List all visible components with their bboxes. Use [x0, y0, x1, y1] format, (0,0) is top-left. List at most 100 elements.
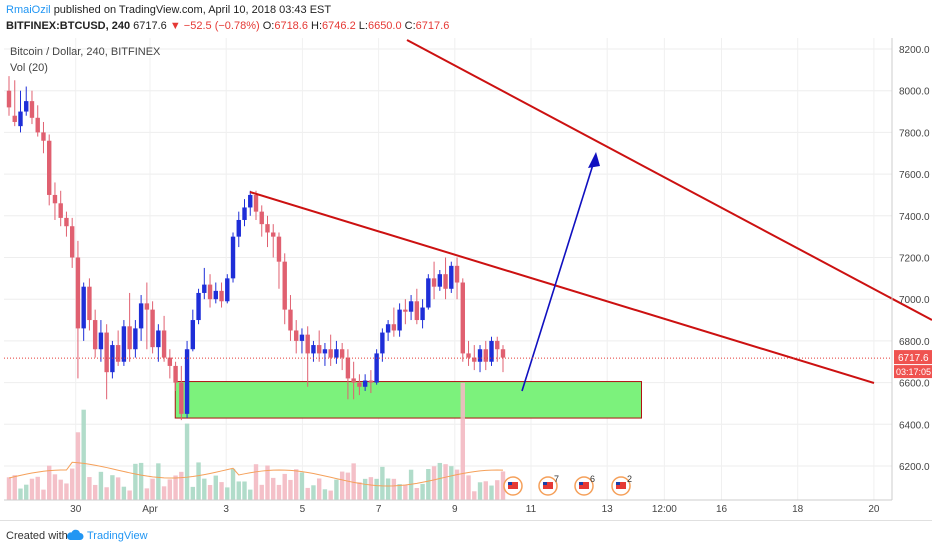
candle-body: [362, 380, 368, 387]
candle-body: [294, 330, 299, 341]
volume-bar: [202, 478, 207, 500]
countdown-label: 03:17:05: [896, 367, 931, 377]
countdown-tag: [894, 365, 932, 379]
candle-body: [495, 340, 500, 350]
candle-body: [466, 353, 471, 358]
volume-bar: [265, 465, 270, 500]
volume-bar: [316, 478, 322, 500]
open-value: 6718.6: [274, 20, 308, 32]
candle-body: [173, 365, 178, 383]
candle-body: [334, 349, 339, 358]
candle-body: [202, 284, 207, 293]
axes: 6200.0 6400.0 6600.0 6800.0 7000.0 7200.0 7400…: [4, 38, 932, 515]
candle-body: [454, 265, 460, 283]
author-link[interactable]: RmaiOzil: [6, 4, 51, 16]
candle-body: [414, 301, 420, 321]
candle-body: [138, 303, 144, 329]
volume-bar: [328, 490, 333, 500]
grid: [4, 38, 892, 500]
candle-body: [58, 203, 63, 218]
volume-bar: [41, 489, 46, 500]
volume-bars: [6, 382, 506, 500]
candles: [6, 76, 506, 421]
flag-canton: [543, 482, 547, 485]
candle-body: [121, 326, 127, 362]
volume-bar: [460, 382, 465, 500]
candle-body: [81, 286, 86, 329]
volume-bar: [294, 469, 299, 500]
x-tick-label: Apr: [142, 504, 158, 515]
volume-bar: [449, 466, 454, 500]
support-zone[interactable]: [174, 381, 642, 419]
volume-ma-line: [8, 461, 504, 487]
candle-body: [133, 328, 138, 350]
volume-bar: [127, 490, 132, 500]
volume-bar: [92, 484, 98, 500]
y-tick-label: 6600.0: [899, 379, 930, 390]
volume-bar: [6, 477, 12, 500]
volume-bar: [133, 463, 138, 500]
candle-body: [253, 194, 259, 212]
tradingview-brand-link[interactable]: TradingView: [87, 530, 148, 542]
y-tick-label: 6200.0: [899, 462, 930, 473]
trendlines[interactable]: [249, 39, 932, 392]
candle-body: [483, 349, 488, 362]
volume-bar: [426, 469, 431, 500]
candle-body: [437, 274, 443, 287]
volume-bar: [408, 469, 414, 500]
x-tick-label: 5: [300, 504, 306, 515]
candle-body: [477, 349, 483, 362]
x-tick-label: 20: [868, 504, 880, 515]
candle-body: [75, 257, 81, 329]
volume-bar: [437, 462, 443, 500]
low-label: L:: [358, 20, 368, 32]
volume-bar: [489, 485, 494, 500]
projection-arrow-line[interactable]: [521, 154, 597, 392]
candle-body: [12, 115, 17, 122]
candle-body: [52, 194, 58, 204]
candle-body: [328, 349, 333, 358]
volume-bar: [150, 478, 155, 500]
price-chart[interactable]: 7 6 2 6200.0 6400.0 6600.0 6800.0 7000.0 7200.0…: [0, 36, 932, 520]
support-zone-rect[interactable]: [174, 381, 642, 419]
candle-body: [426, 278, 431, 308]
candle-body: [98, 332, 104, 350]
volume-bar: [322, 489, 328, 500]
y-tick-label: 7800.0: [899, 128, 930, 139]
volume-bar: [81, 409, 86, 500]
volume-bar: [311, 485, 316, 500]
volume-bar: [219, 482, 224, 500]
volume-bar: [380, 466, 385, 500]
volume-bar: [454, 469, 460, 500]
volume-bar: [339, 471, 345, 500]
upper-trendline[interactable]: [406, 39, 932, 321]
volume-bar: [271, 477, 276, 500]
volume-bar: [282, 473, 287, 500]
high-value: 6746.2: [322, 20, 356, 32]
volume-bar: [64, 483, 69, 500]
volume-bar: [167, 479, 173, 500]
event-flags[interactable]: 7 6 2: [503, 474, 632, 496]
candle-body: [380, 332, 385, 354]
candle-body: [345, 357, 351, 379]
volume-bar: [253, 464, 259, 500]
volume-bar: [196, 462, 201, 500]
candle-body: [472, 357, 477, 362]
candle-body: [431, 278, 437, 287]
volume-bar: [248, 489, 253, 500]
candle-body: [41, 132, 46, 141]
candle-body: [115, 345, 121, 362]
volume-bar: [236, 481, 241, 500]
chart-area[interactable]: 7 6 2 6200.0 6400.0 6600.0 6800.0 7000.0 7200.0…: [0, 36, 932, 520]
candle-body: [357, 382, 362, 387]
close-value: 6717.6: [415, 20, 450, 32]
candle-body: [282, 261, 287, 310]
lower-trendline[interactable]: [249, 191, 875, 384]
flag-stripe: [579, 482, 589, 489]
last-price: 6717.6: [133, 20, 167, 32]
candle-body: [351, 378, 356, 383]
x-tick-label: 12:00: [652, 504, 677, 515]
candle-body: [305, 334, 310, 354]
event-count-label: 6: [590, 474, 595, 484]
y-tick-label: 6400.0: [899, 420, 930, 431]
